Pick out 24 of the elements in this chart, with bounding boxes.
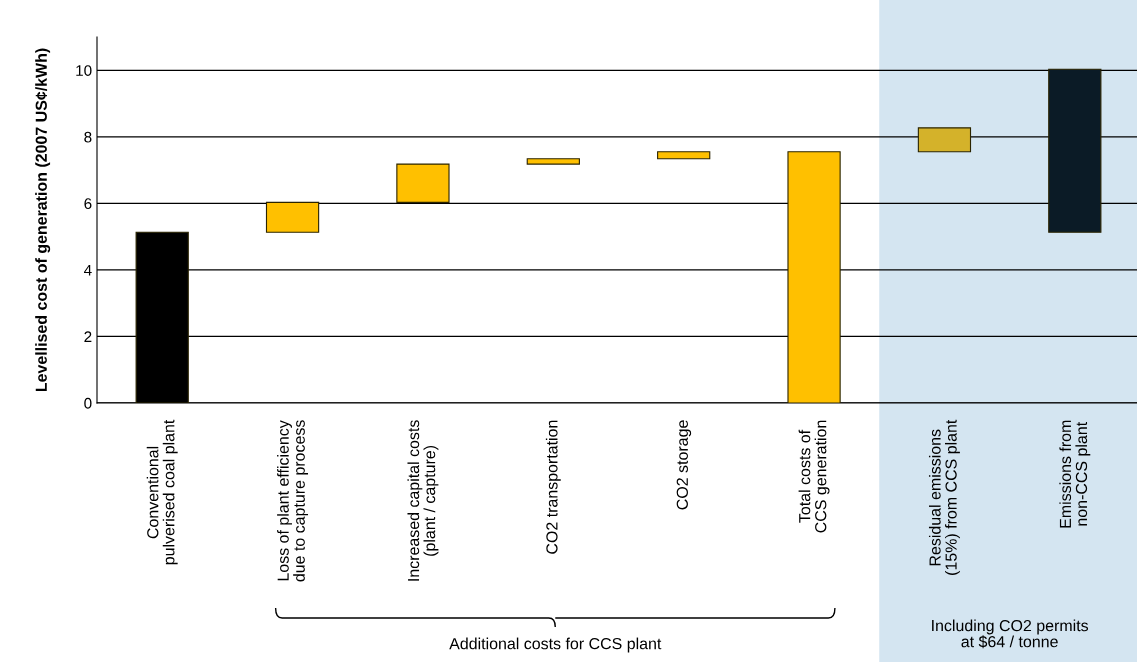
bar (787, 151, 841, 403)
x-tick-label: Increased capital costs (plant / capture) (407, 420, 439, 581)
y-axis-title: Levellised cost of generation (2007 US¢/kWh) (35, 48, 51, 392)
y-tick-label: 8 (84, 131, 92, 143)
bar (396, 163, 450, 203)
x-tick-label: CO2 storage (676, 420, 692, 510)
x-tick-label: Total costs of CCS generation (798, 420, 830, 533)
y-tick-label: 6 (84, 198, 92, 210)
x-tick-label: Loss of plant efficiency due to capture process (277, 420, 309, 582)
bar (657, 151, 711, 160)
bar (917, 127, 972, 153)
y-tick-label: 4 (83, 264, 92, 276)
bar (526, 158, 580, 165)
bar (1048, 68, 1102, 233)
y-tick-label: 2 (84, 331, 92, 342)
x-tick-label: Emissions from non-CCS plant (1059, 420, 1091, 528)
bar (265, 201, 320, 233)
x-tick-label: CO2 transportation (545, 420, 561, 554)
text: Additional costs for CCS plant (449, 637, 662, 653)
x-tick-label: Residual emissions (15%) from CCS plant (928, 419, 960, 575)
band-label: Including CO2 permits at $64 / tonne (932, 619, 1089, 649)
y-tick-label: 0 (84, 397, 92, 409)
x-tick-label: Conventional pulverised coal plant (146, 419, 178, 565)
y-tick-label: 10 (76, 65, 92, 76)
